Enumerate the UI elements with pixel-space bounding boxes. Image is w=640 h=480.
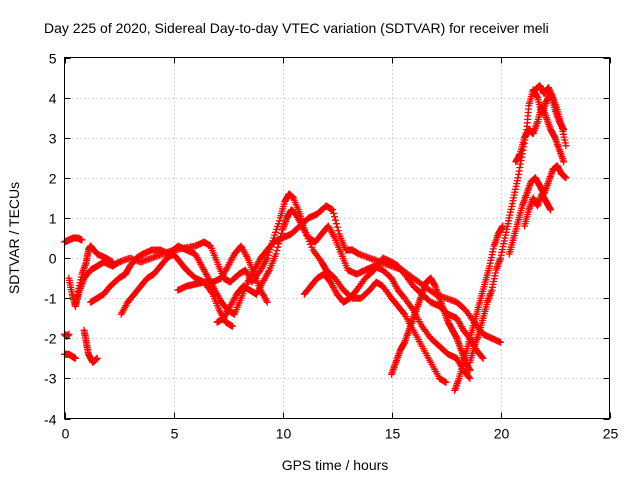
data-point bbox=[465, 373, 473, 381]
x-tick-label: 5 bbox=[171, 426, 179, 442]
chart-title: Day 225 of 2020, Sidereal Day-to-day VTE… bbox=[44, 20, 549, 36]
axis-ticks bbox=[64, 57, 611, 420]
x-tick-label: 0 bbox=[62, 426, 70, 442]
data-point bbox=[93, 354, 101, 362]
data-point bbox=[497, 338, 504, 346]
data-point bbox=[272, 250, 280, 258]
series-track-5 bbox=[80, 326, 101, 366]
data-point bbox=[228, 322, 236, 330]
y-tick-label: 3 bbox=[49, 131, 57, 147]
data-point bbox=[334, 227, 342, 235]
data-point bbox=[514, 174, 522, 182]
series-track-9 bbox=[174, 242, 271, 306]
y-tick-label: -1 bbox=[44, 291, 57, 307]
data-point bbox=[466, 366, 474, 374]
x-tick-labels: 0 5 10 15 20 25 bbox=[62, 426, 619, 442]
x-tick-label: 10 bbox=[276, 426, 292, 442]
data-point bbox=[78, 236, 86, 244]
data-point bbox=[331, 216, 339, 224]
data-point bbox=[479, 354, 487, 362]
y-axis-label: SDTVAR / TECUs bbox=[6, 182, 22, 294]
series-track-6 bbox=[71, 190, 450, 386]
x-tick-label: 25 bbox=[603, 426, 619, 442]
data-point bbox=[65, 330, 73, 338]
data-point bbox=[442, 378, 450, 386]
data-point bbox=[263, 298, 271, 306]
series-track-3 bbox=[61, 350, 79, 362]
data-point bbox=[562, 174, 570, 182]
data-point bbox=[71, 354, 79, 362]
data-point bbox=[329, 206, 337, 214]
data-point bbox=[487, 290, 494, 298]
series-track-12 bbox=[388, 274, 474, 378]
series-track-14 bbox=[466, 86, 568, 366]
plot-frame bbox=[64, 57, 610, 419]
data-point bbox=[277, 233, 285, 241]
data-point bbox=[330, 209, 338, 217]
data-point bbox=[276, 236, 284, 244]
y-tick-label: -2 bbox=[44, 331, 57, 347]
data-point bbox=[560, 158, 568, 166]
series-track-16 bbox=[512, 102, 568, 166]
y-tick-label: 4 bbox=[49, 91, 57, 107]
data-point bbox=[533, 93, 541, 100]
data-point bbox=[274, 243, 282, 251]
series-track-17 bbox=[521, 190, 555, 230]
data-point bbox=[466, 374, 474, 382]
series-track-13 bbox=[451, 222, 507, 394]
data-point bbox=[516, 160, 524, 168]
x-tick-label: 20 bbox=[494, 426, 510, 442]
series-track-1 bbox=[61, 234, 86, 246]
data-point bbox=[275, 240, 283, 248]
series-track-18 bbox=[531, 82, 570, 150]
data-marks bbox=[61, 82, 570, 394]
data-point bbox=[331, 213, 338, 221]
data-point bbox=[273, 247, 281, 255]
y-tick-label: 2 bbox=[49, 171, 57, 187]
data-point bbox=[333, 223, 341, 231]
y-tick-label: -4 bbox=[44, 412, 57, 428]
y-tick-label: 0 bbox=[49, 251, 57, 267]
data-point bbox=[478, 353, 486, 361]
x-axis-label: GPS time / hours bbox=[282, 457, 389, 473]
series-track-15 bbox=[505, 162, 570, 258]
data-point bbox=[547, 206, 555, 214]
y-tick-labels: -4 -3 -2 -1 0 1 2 3 4 5 bbox=[44, 51, 57, 428]
data-point bbox=[562, 142, 570, 150]
grid-lines bbox=[64, 57, 610, 419]
x-tick-label: 15 bbox=[385, 426, 401, 442]
data-point bbox=[332, 220, 340, 228]
y-tick-label: -3 bbox=[44, 371, 57, 387]
y-tick-label: 1 bbox=[49, 211, 57, 227]
data-point bbox=[278, 229, 286, 237]
y-tick-label: 5 bbox=[49, 51, 57, 67]
